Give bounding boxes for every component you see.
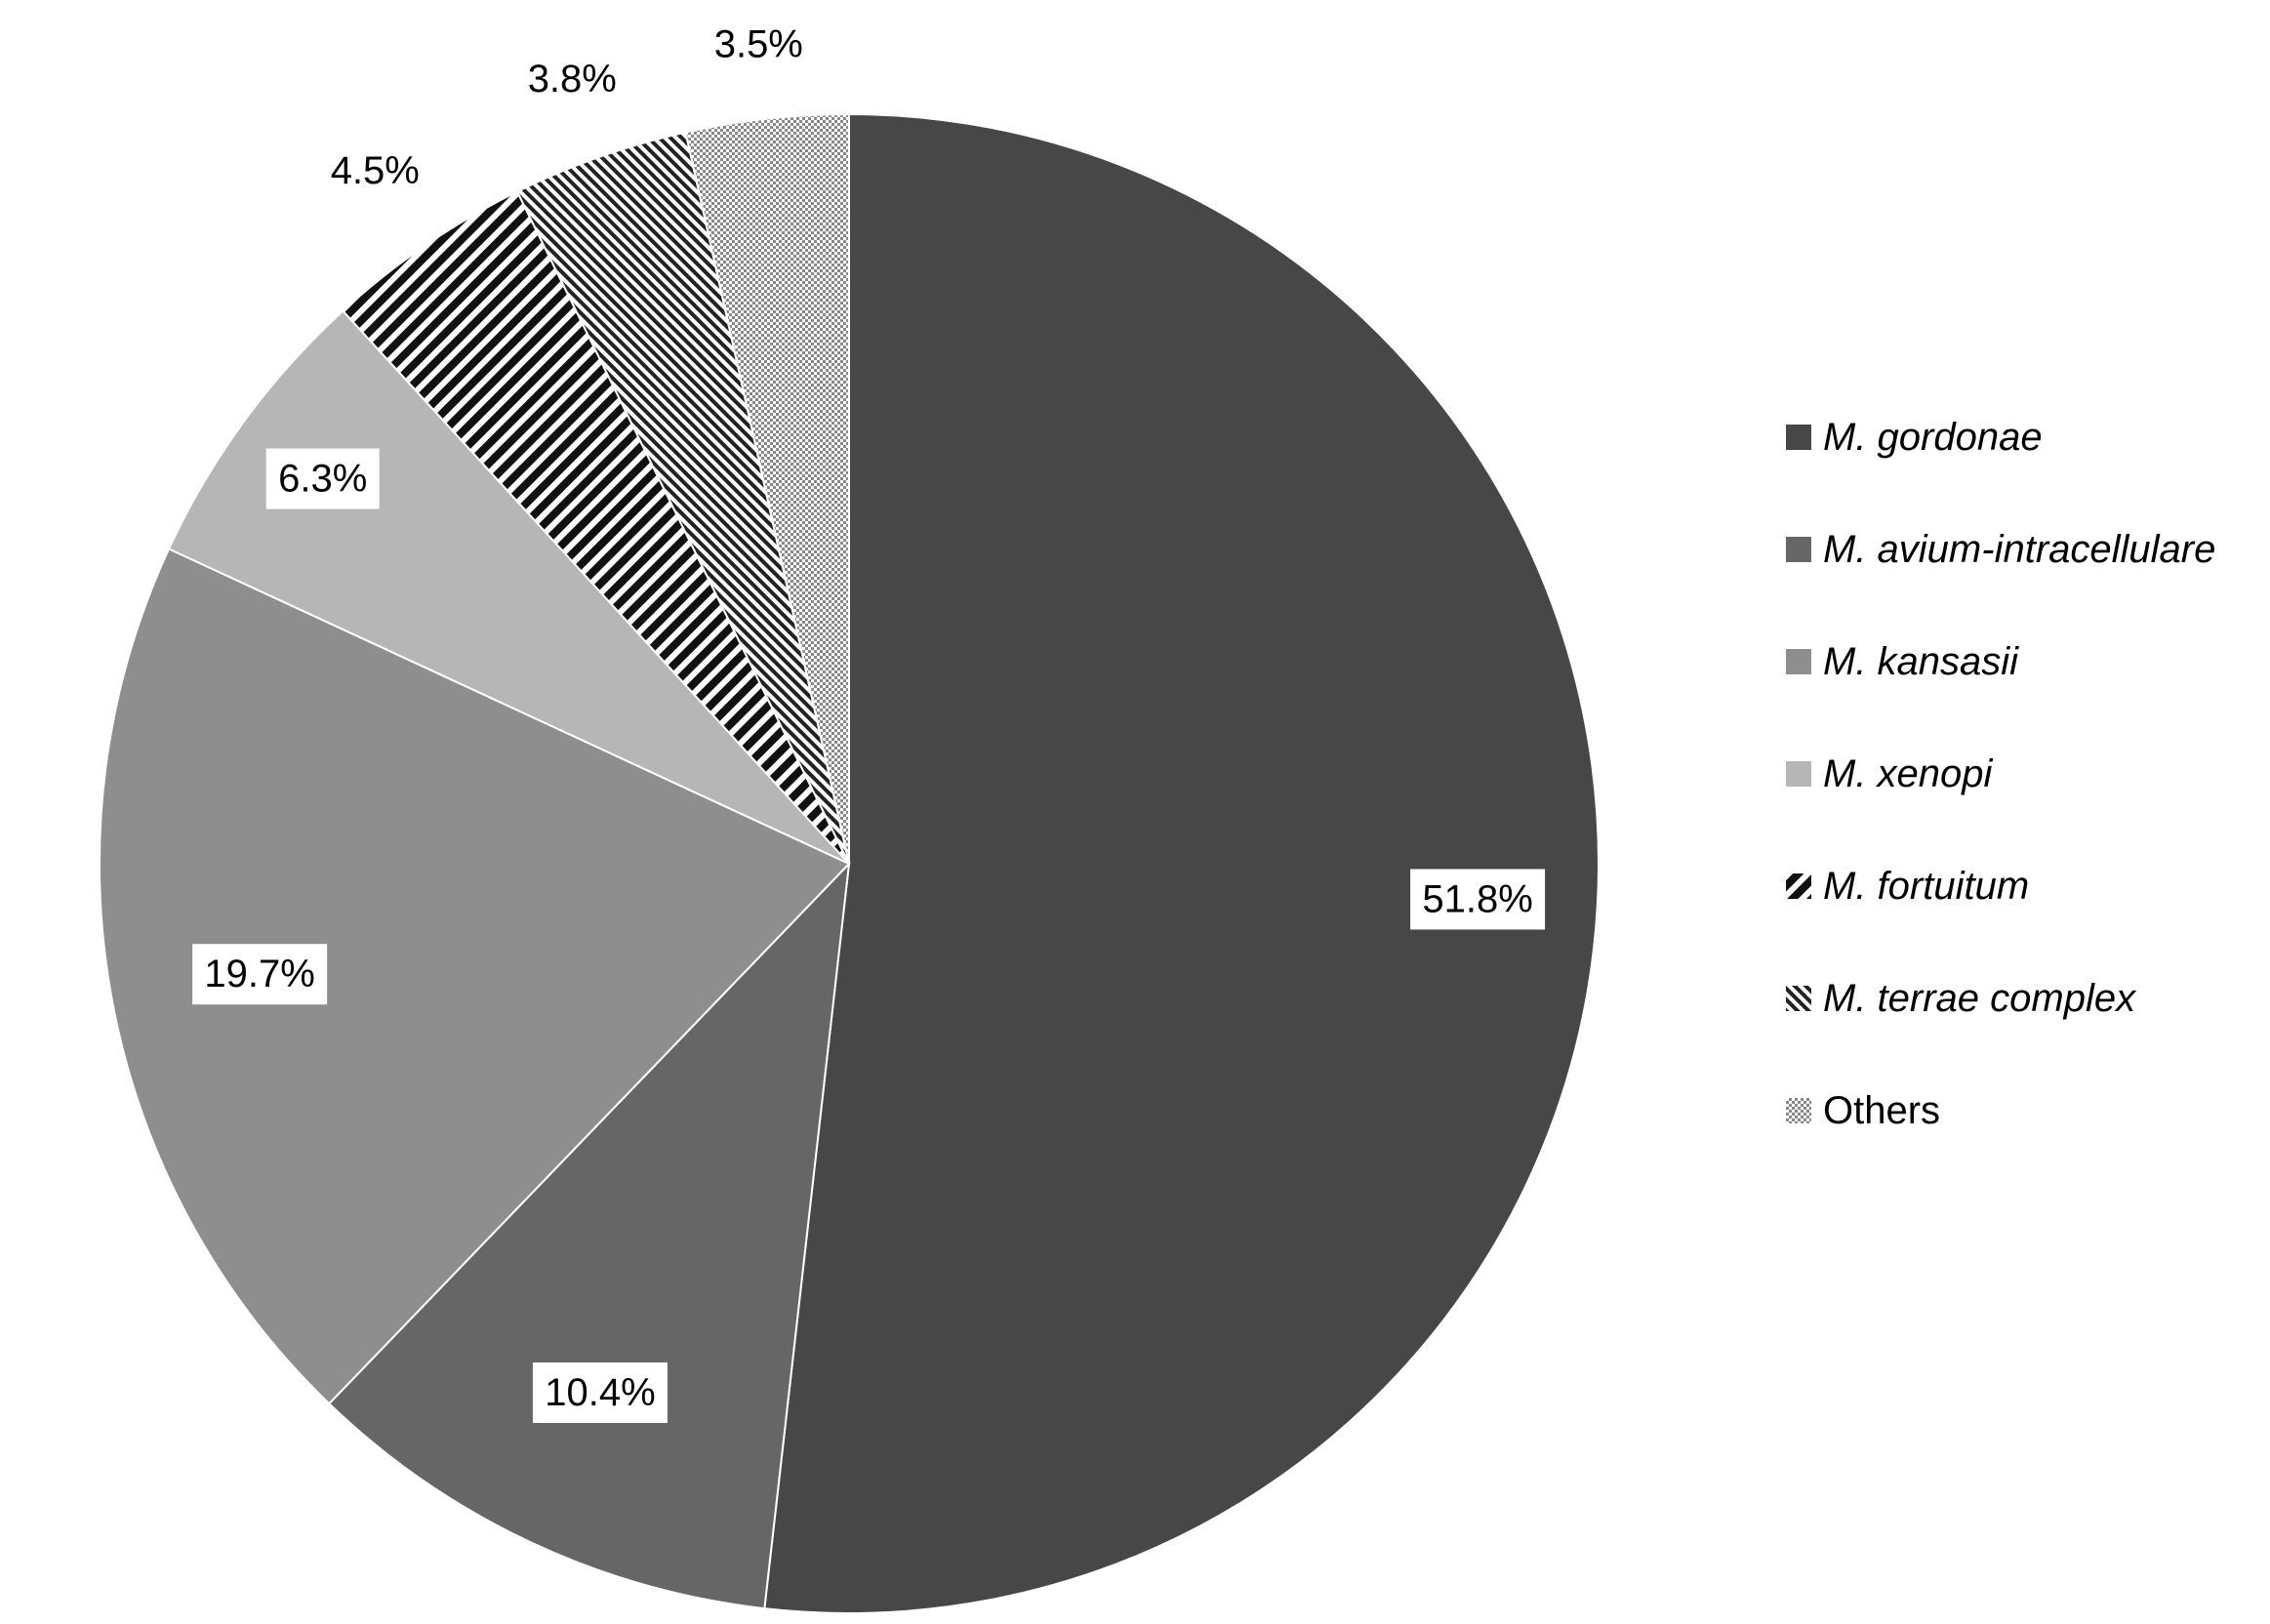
legend-swatch-m-gordonae [1786, 425, 1811, 450]
legend-swatch-others [1786, 1098, 1811, 1123]
legend-swatch-m-fortuitum [1786, 873, 1811, 899]
slice-labels: 51.8% 10.4% 19.7% 6.3% 4.5% 3.8% 3.5% [192, 22, 1546, 1424]
slice-label-box [265, 448, 380, 509]
pie-slice-m-gordonae [763, 112, 1600, 1614]
legend-label-m-xenopi: M. xenopi [1823, 752, 1994, 795]
legend-label-m-terrae-complex: M. terrae complex [1823, 977, 2137, 1020]
legend-swatch-m-avium-intracellulare [1786, 537, 1811, 562]
legend-label-m-kansasii: M. kansasii [1823, 640, 2019, 683]
legend-swatch-m-xenopi [1786, 761, 1811, 787]
legend-swatch-m-terrae-complex [1786, 986, 1811, 1011]
legend-label-m-gordonae: M. gordonae [1823, 416, 2043, 459]
pie-slice-m-avium-intracellulare [327, 861, 851, 1610]
slice-label-box [192, 944, 328, 1005]
legend-label-m-fortuitum: M. fortuitum [1823, 865, 2029, 908]
legend: M. gordonae M. avium-intracellulare M. kan… [1786, 416, 2215, 1132]
slice-label-box [532, 1362, 668, 1424]
legend-swatch-m-kansasii [1786, 649, 1811, 674]
legend-label-m-avium-intracellulare: M. avium-intracellulare [1823, 528, 2215, 571]
slice-label-m-terrae-complex: 3.8% [528, 58, 617, 101]
pie-slice-m-kansasii [99, 548, 851, 1405]
slice-label-m-fortuitum: 4.5% [331, 149, 420, 192]
slice-label-m-xenopi: 6.3% [278, 458, 367, 501]
pie-slices [99, 112, 1600, 1614]
slice-label-m-avium-intracellulare: 10.4% [545, 1371, 655, 1414]
slice-label-others: 3.5% [714, 22, 803, 65]
slice-label-box [1410, 869, 1546, 930]
legend-label-others: Others [1823, 1089, 1940, 1132]
slice-label-m-kansasii: 19.7% [204, 953, 314, 995]
pie-slice-m-fortuitum [341, 190, 850, 865]
pie-slice-others [684, 112, 850, 865]
slice-label-m-gordonae: 51.8% [1422, 877, 1532, 920]
